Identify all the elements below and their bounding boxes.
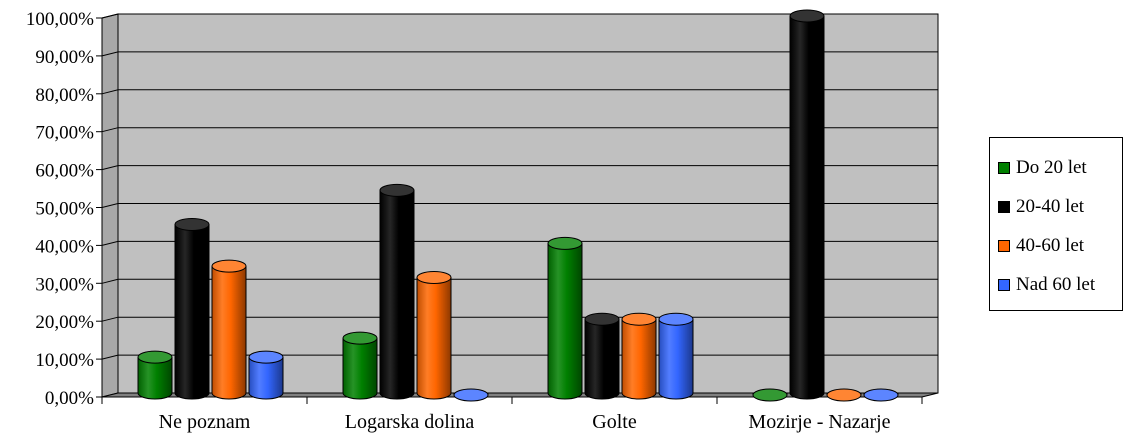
y-tick-label: 0,00%: [45, 388, 94, 409]
bar-20-40-let-3: [789, 9, 825, 400]
x-tick-label: Golte: [592, 411, 637, 433]
x-tick-label: Ne poznam: [159, 411, 251, 433]
legend-label: Nad 60 let: [1016, 273, 1096, 295]
bar-40-60-let-0: [211, 259, 247, 400]
plot-area: 0,00% 10,00% 20,00% 30,00% 40,00% 50,00% 60,00…: [26, 9, 939, 433]
legend-swatch: [998, 278, 1010, 291]
bar-do-20-let-0: [137, 350, 173, 400]
legend: Do 20 let 20-40 let 40-60 let Nad 60 let: [989, 137, 1123, 311]
legend-swatch: [998, 239, 1010, 252]
gridline: [101, 89, 938, 95]
legend-item-nad-60-let: Nad 60 let: [990, 265, 1122, 304]
y-tick-label: 50,00%: [35, 199, 94, 220]
y-tick-label: 20,00%: [35, 312, 94, 333]
legend-label: 20-40 let: [1016, 195, 1085, 217]
legend-item-do-20-let: Do 20 let: [990, 148, 1122, 187]
y-tick-label: 100,00%: [26, 9, 94, 30]
gridline: [101, 13, 938, 19]
bar-40-60-let-2: [621, 312, 657, 400]
legend-swatch: [998, 161, 1010, 174]
legend-swatch: [998, 200, 1010, 213]
bar-nad-60-let-1: [453, 388, 489, 402]
y-tick-label: 10,00%: [35, 350, 94, 371]
bar-do-20-let-3: [752, 388, 788, 402]
legend-label: 40-60 let: [1016, 234, 1085, 256]
x-tick-label: Logarska dolina: [345, 411, 475, 433]
gridline: [101, 165, 938, 171]
bar-nad-60-let-2: [658, 312, 694, 400]
legend-item-20-40-let: 20-40 let: [990, 187, 1122, 226]
gridline: [101, 127, 938, 133]
bar-nad-60-let-0: [248, 350, 284, 400]
y-tick-label: 30,00%: [35, 274, 94, 295]
bar-do-20-let-2: [547, 236, 583, 400]
bar-nad-60-let-3: [863, 388, 899, 402]
y-tick-label: 70,00%: [35, 123, 94, 144]
gridline: [101, 51, 938, 57]
bar-20-40-let-2: [584, 312, 620, 400]
gridline: [101, 240, 938, 246]
bar-do-20-let-1: [342, 331, 378, 400]
bar-20-40-let-1: [379, 183, 415, 400]
bar-40-60-let-1: [416, 271, 452, 400]
y-tick-label: 90,00%: [35, 47, 94, 68]
bar-40-60-let-3: [826, 388, 862, 402]
legend-item-40-60-let: 40-60 let: [990, 226, 1122, 265]
y-tick-label: 80,00%: [35, 85, 94, 106]
y-tick-label: 40,00%: [35, 236, 94, 257]
y-tick-label: 60,00%: [35, 161, 94, 182]
bar-20-40-let-0: [174, 217, 210, 400]
legend-label: Do 20 let: [1016, 156, 1087, 178]
gridline: [101, 278, 938, 284]
gridline: [101, 203, 938, 208]
x-tick-label: Mozirje - Nazarje: [748, 411, 890, 433]
